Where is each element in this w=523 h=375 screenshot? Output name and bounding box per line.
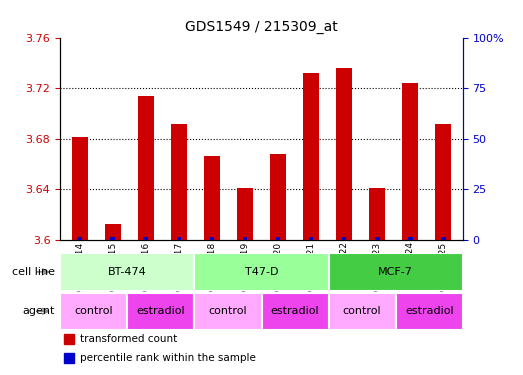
Bar [303, 73, 319, 240]
Text: cell line: cell line [12, 267, 55, 277]
Text: transformed count: transformed count [81, 334, 177, 344]
Bar [60, 292, 127, 330]
Bar [262, 292, 328, 330]
Bar [276, 237, 280, 240]
Text: control: control [74, 306, 113, 316]
Text: agent: agent [22, 306, 55, 316]
Text: estradiol: estradiol [271, 306, 320, 316]
Bar [143, 237, 149, 240]
Bar [204, 156, 220, 240]
Bar [440, 237, 446, 240]
Bar [127, 292, 195, 330]
Bar [270, 154, 286, 240]
Bar [396, 292, 463, 330]
Text: estradiol: estradiol [137, 306, 185, 316]
Bar [195, 253, 328, 291]
Text: control: control [343, 306, 381, 316]
Bar [374, 237, 380, 240]
Text: MCF-7: MCF-7 [378, 267, 413, 277]
Bar [72, 138, 88, 240]
Text: percentile rank within the sample: percentile rank within the sample [81, 353, 256, 363]
Bar [407, 237, 413, 240]
Text: control: control [209, 306, 247, 316]
Bar [237, 188, 253, 240]
Bar [328, 253, 463, 291]
Bar [369, 188, 385, 240]
Bar [138, 96, 154, 240]
Text: BT-474: BT-474 [108, 267, 146, 277]
Bar [402, 83, 418, 240]
Bar [110, 237, 116, 240]
Bar [195, 292, 262, 330]
Title: GDS1549 / 215309_at: GDS1549 / 215309_at [185, 20, 338, 34]
Text: T47-D: T47-D [245, 267, 278, 277]
Bar [105, 224, 121, 240]
Bar [77, 237, 83, 240]
Bar [210, 237, 214, 240]
Bar [309, 237, 313, 240]
Bar [176, 237, 181, 240]
Bar [60, 253, 195, 291]
Bar [170, 123, 187, 240]
Bar [435, 123, 451, 240]
Bar [342, 237, 347, 240]
Text: estradiol: estradiol [405, 306, 453, 316]
Bar [64, 352, 74, 363]
Bar [336, 68, 353, 240]
Bar [64, 334, 74, 344]
Bar [243, 237, 247, 240]
Bar [328, 292, 396, 330]
